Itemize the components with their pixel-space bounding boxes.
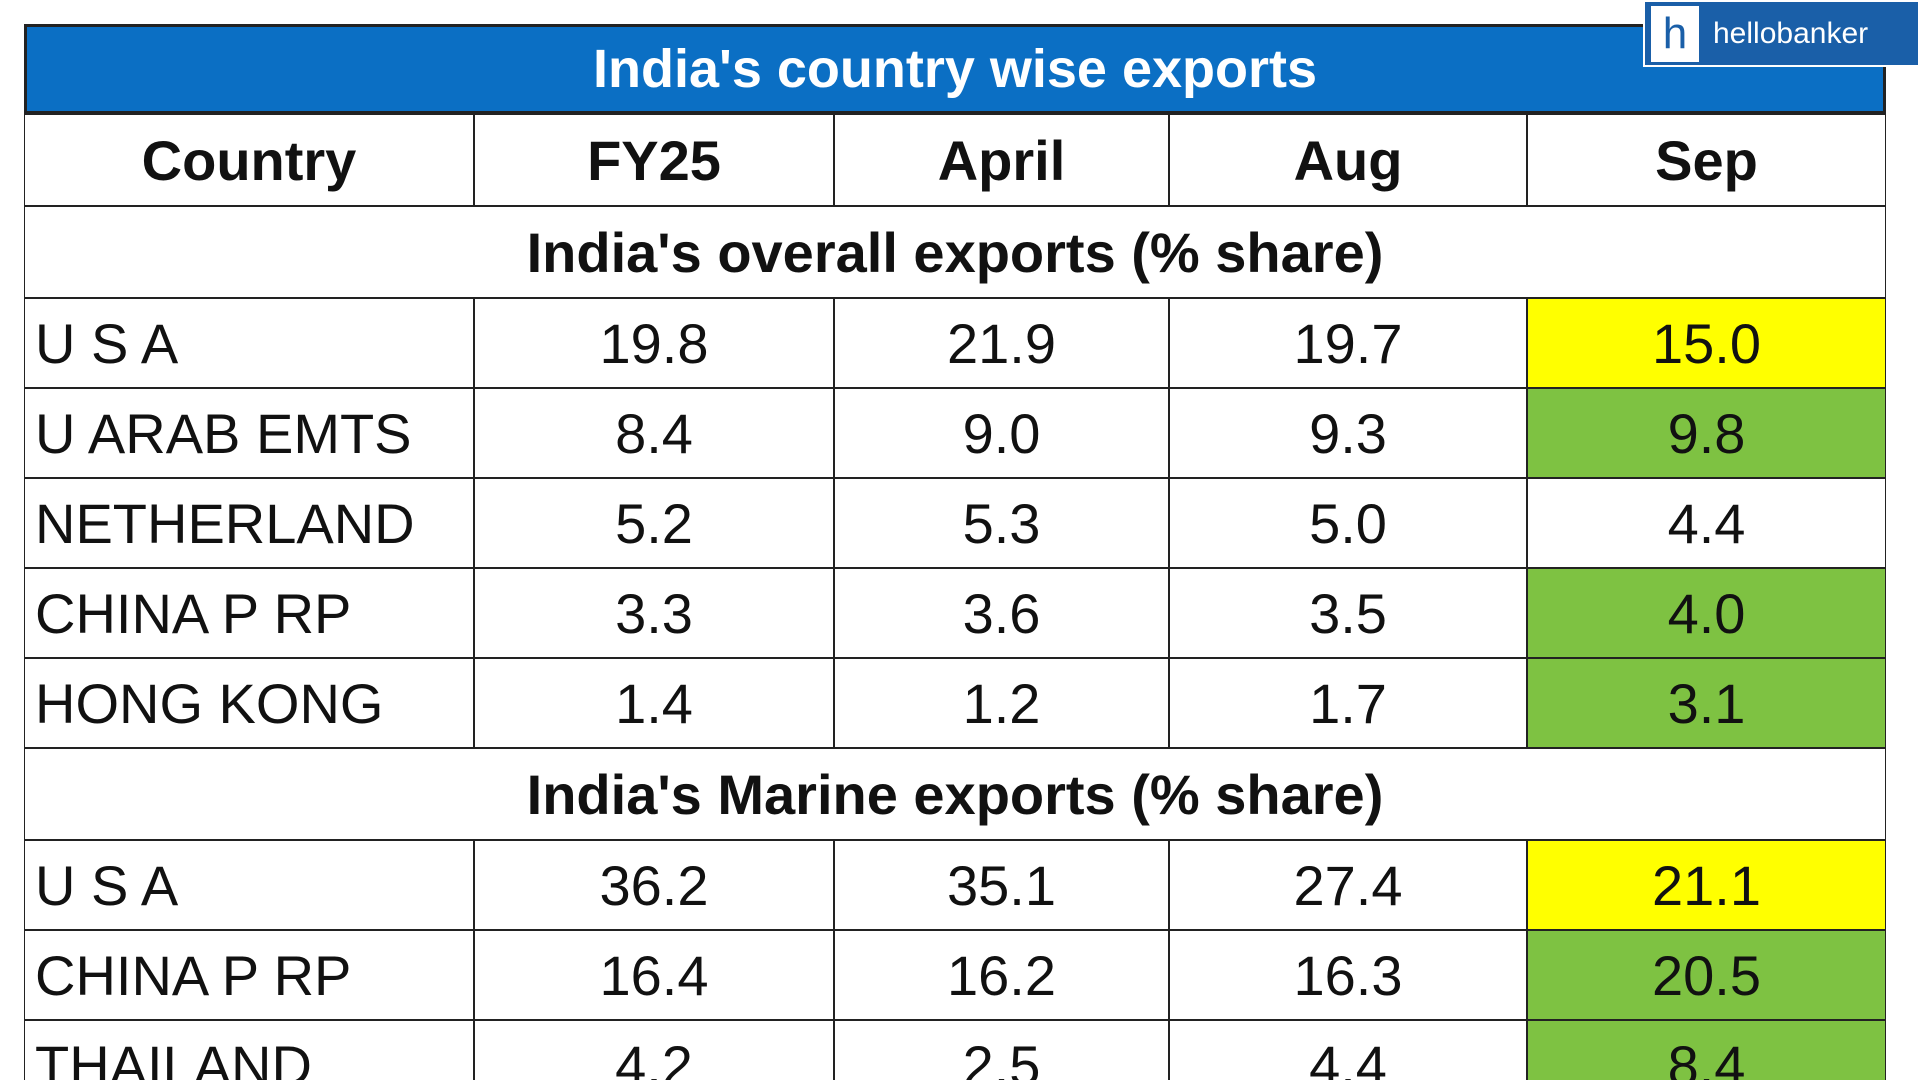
- country-cell: THAILAND: [24, 1020, 474, 1080]
- value-cell: 16.4: [474, 930, 834, 1020]
- column-header: Country: [24, 114, 474, 206]
- value-cell: 1.4: [474, 658, 834, 748]
- value-cell: 16.2: [834, 930, 1169, 1020]
- value-cell: 15.0: [1527, 298, 1886, 388]
- value-cell: 16.3: [1169, 930, 1527, 1020]
- value-cell: 4.4: [1169, 1020, 1527, 1080]
- value-cell: 19.7: [1169, 298, 1527, 388]
- country-cell: U ARAB EMTS: [24, 388, 474, 478]
- section-title: India's Marine exports (% share): [24, 748, 1886, 840]
- value-cell: 36.2: [474, 840, 834, 930]
- value-cell: 21.1: [1527, 840, 1886, 930]
- value-cell: 5.0: [1169, 478, 1527, 568]
- table-title: India's country wise exports: [24, 24, 1886, 114]
- value-cell: 4.2: [474, 1020, 834, 1080]
- country-cell: U S A: [24, 840, 474, 930]
- value-cell: 5.2: [474, 478, 834, 568]
- value-cell: 4.0: [1527, 568, 1886, 658]
- column-header: FY25: [474, 114, 834, 206]
- value-cell: 1.2: [834, 658, 1169, 748]
- value-cell: 4.4: [1527, 478, 1886, 568]
- column-header: Aug: [1169, 114, 1527, 206]
- country-cell: HONG KONG: [24, 658, 474, 748]
- value-cell: 3.6: [834, 568, 1169, 658]
- value-cell: 9.3: [1169, 388, 1527, 478]
- value-cell: 35.1: [834, 840, 1169, 930]
- value-cell: 8.4: [474, 388, 834, 478]
- value-cell: 19.8: [474, 298, 834, 388]
- value-cell: 1.7: [1169, 658, 1527, 748]
- country-cell: CHINA P RP: [24, 930, 474, 1020]
- value-cell: 27.4: [1169, 840, 1527, 930]
- value-cell: 3.3: [474, 568, 834, 658]
- value-cell: 21.9: [834, 298, 1169, 388]
- country-cell: NETHERLAND: [24, 478, 474, 568]
- country-cell: CHINA P RP: [24, 568, 474, 658]
- value-cell: 2.5: [834, 1020, 1169, 1080]
- logo: h hellobanker: [1643, 0, 1920, 67]
- country-cell: U S A: [24, 298, 474, 388]
- value-cell: 3.1: [1527, 658, 1886, 748]
- column-header: April: [834, 114, 1169, 206]
- logo-icon: h: [1651, 5, 1699, 62]
- value-cell: 3.5: [1169, 568, 1527, 658]
- section-title: India's overall exports (% share): [24, 206, 1886, 298]
- value-cell: 8.4: [1527, 1020, 1886, 1080]
- value-cell: 20.5: [1527, 930, 1886, 1020]
- logo-text: hellobanker: [1713, 16, 1869, 50]
- value-cell: 9.8: [1527, 388, 1886, 478]
- column-header: Sep: [1527, 114, 1886, 206]
- value-cell: 9.0: [834, 388, 1169, 478]
- value-cell: 5.3: [834, 478, 1169, 568]
